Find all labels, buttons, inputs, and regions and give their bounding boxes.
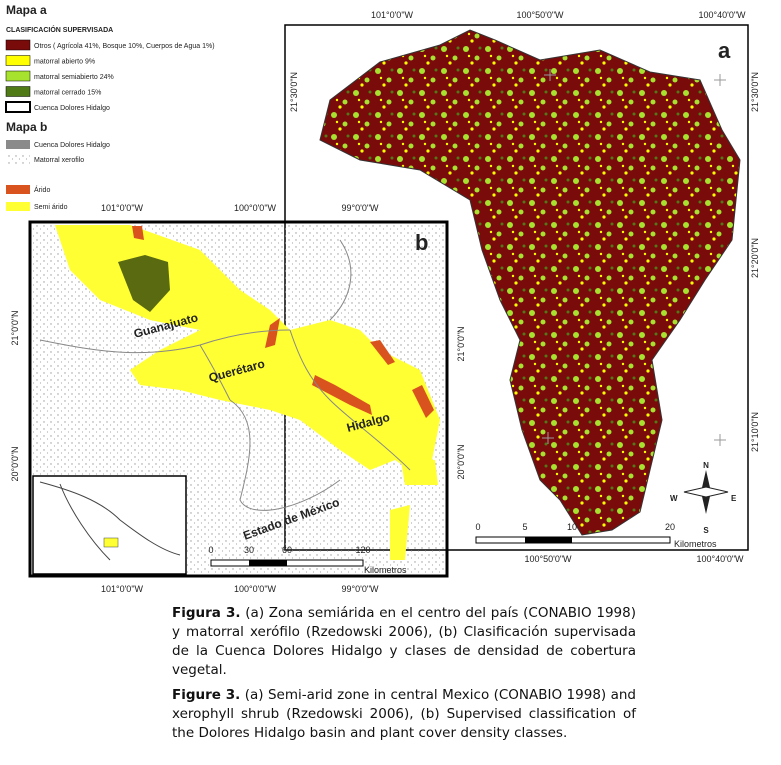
legend-swatch [6, 155, 30, 164]
lon-label: 100°50'0"W [524, 554, 572, 564]
compass-letter: E [731, 494, 737, 503]
compass-letter: W [670, 494, 678, 503]
legend-label: matorral abierto 9% [34, 59, 95, 66]
figure: Mapa a CLASIFICACIÓN SUPERVISADA Otros (… [5, 3, 760, 594]
legend-swatch [6, 185, 30, 194]
caption-es: Figura 3. (a) Zona semiárida en el centr… [172, 604, 636, 680]
legend-label: matorral cerrado 15% [34, 90, 101, 97]
scale-tick: 120 [355, 545, 370, 555]
caption-es-label: Figura 3. [172, 605, 241, 621]
legend-swatch [5, 86, 31, 97]
scale-unit: Kilometros [674, 539, 717, 549]
lon-label: 100°0'0"W [234, 584, 277, 594]
scale-tick: 10 [567, 522, 577, 532]
legend-label: Cuenca Dolores Hidalgo [34, 142, 110, 149]
lat-label: 21°30'0"N [750, 72, 760, 112]
scale-unit: Kilometros [364, 565, 407, 575]
basin [319, 29, 741, 536]
legend-a-subtitle: CLASIFICACIÓN SUPERVISADA [6, 25, 113, 34]
legend-label: Semi árido [34, 204, 68, 211]
lat-label: 21°0'0"N [456, 326, 466, 361]
map-b-label: b [415, 230, 428, 255]
lon-label: 101°0'0"W [101, 203, 144, 213]
inset-highlight [103, 537, 119, 548]
scale-bar [475, 536, 671, 544]
scale-bar [525, 537, 572, 543]
legend-swatch [6, 140, 30, 149]
caption-en-text: (a) Semi-arid zone in central Mexico (CO… [172, 687, 636, 741]
caption-en-label: Figure 3. [172, 687, 241, 703]
legend-a: Otros ( Agrícola 41%, Bosque 10%, Cuerpo… [5, 39, 215, 113]
scale-tick: 20 [665, 522, 675, 532]
compass-letter: S [703, 526, 709, 535]
legend-swatch [5, 70, 31, 82]
legend-b-title: Mapa b [6, 120, 47, 134]
arid [132, 226, 434, 418]
scale-tick: 60 [282, 545, 292, 555]
lon-label: 101°0'0"W [371, 10, 414, 20]
map-a-label: a [718, 38, 731, 63]
lon-label: 99°0'0"W [341, 584, 379, 594]
scale-tick: 0 [208, 545, 213, 555]
legend-swatch [5, 101, 31, 113]
lon-label: 100°40'0"W [696, 554, 744, 564]
legend-a-title: Mapa a [6, 3, 47, 17]
scale-tick: 30 [244, 545, 254, 555]
basin-b [118, 255, 170, 312]
legend-label: Árido [34, 185, 50, 194]
lat-label: 21°20'0"N [750, 238, 760, 278]
legend-label: Cuenca Dolores Hidalgo [34, 105, 110, 112]
map-a-coords: 101°0'0"W 100°50'0"W 100°40'0"W 100°50'0"W 1… [289, 10, 760, 564]
inset-mexico [39, 481, 181, 561]
lon-label: 100°50'0"W [516, 10, 564, 20]
legend-label: Otros ( Agrícola 41%, Bosque 10%, Cuerpo… [34, 43, 215, 50]
scale-bar [249, 560, 287, 566]
lat-label: 20°0'0"N [456, 444, 466, 479]
scale-tick: 0 [475, 522, 480, 532]
lon-label: 101°0'0"W [101, 584, 144, 594]
state-boundaries [39, 239, 411, 511]
lat-label: 21°0'0"N [10, 310, 20, 345]
lon-label: 99°0'0"W [341, 203, 379, 213]
inset [32, 475, 187, 575]
legend-b: Cuenca Dolores Hidalgo Matorral xerofilo Á… [6, 140, 110, 211]
lat-label: 20°0'0"N [10, 446, 20, 481]
graticule-cross [542, 69, 726, 446]
legend-swatch [5, 39, 31, 51]
caption-es-text: (a) Zona semiárida en el centro del país… [172, 605, 636, 678]
lon-label: 100°0'0"W [234, 203, 277, 213]
lat-label: 21°10'0"N [750, 412, 760, 452]
lat-label: 21°30'0"N [289, 72, 299, 112]
legend-swatch [5, 55, 31, 66]
compass-letter: N [703, 461, 709, 470]
legend-label: matorral semiabierto 24% [34, 74, 114, 81]
caption-en: Figure 3. (a) Semi-arid zone in central … [172, 686, 636, 743]
scale-tick: 5 [522, 522, 527, 532]
lon-label: 100°40'0"W [698, 10, 746, 20]
legend-swatch [6, 202, 30, 211]
compass [683, 470, 729, 514]
legend-label: Matorral xerofilo [34, 157, 84, 164]
